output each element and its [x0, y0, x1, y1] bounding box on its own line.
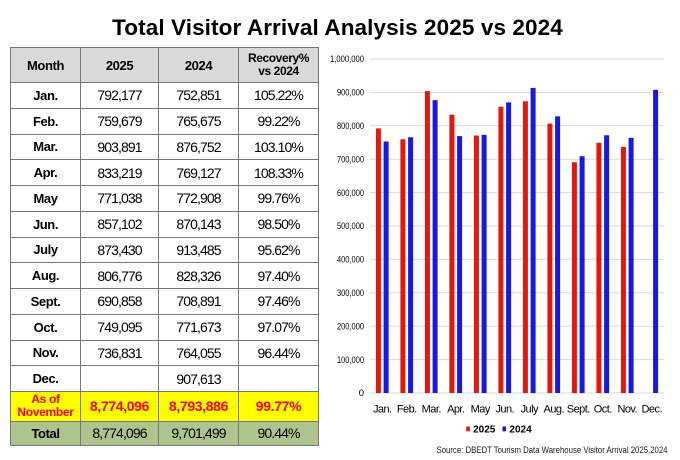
svg-text:Jun.: Jun.: [495, 404, 514, 416]
svg-text:Nov.: Nov.: [617, 404, 637, 416]
svg-text:Apr.: Apr.: [447, 404, 465, 416]
svg-text:2024: 2024: [509, 425, 532, 436]
svg-text:Jan.: Jan.: [373, 404, 392, 416]
svg-text:1,000,000: 1,000,000: [330, 54, 364, 65]
svg-text:900,000: 900,000: [337, 88, 364, 99]
svg-text:400,000: 400,000: [337, 255, 364, 266]
svg-text:Dec.: Dec.: [642, 404, 663, 416]
svg-text:0: 0: [359, 388, 364, 399]
svg-text:May: May: [471, 404, 491, 416]
svg-text:Aug.: Aug.: [544, 404, 565, 416]
svg-text:800,000: 800,000: [337, 121, 364, 132]
svg-text:Mar.: Mar.: [422, 404, 442, 416]
svg-text:700,000: 700,000: [337, 154, 364, 165]
svg-text:July: July: [521, 404, 539, 416]
svg-text:600,000: 600,000: [337, 188, 364, 199]
svg-text:Source: DBEDT Tourism Data War: Source: DBEDT Tourism Data Warehouse Vis…: [437, 445, 668, 455]
svg-text:Oct.: Oct.: [594, 404, 612, 416]
svg-text:2025: 2025: [473, 425, 496, 436]
svg-text:500,000: 500,000: [337, 221, 364, 232]
svg-text:Sept.: Sept.: [567, 404, 590, 416]
svg-text:100,000: 100,000: [337, 355, 364, 366]
svg-text:300,000: 300,000: [337, 288, 364, 299]
svg-text:200,000: 200,000: [337, 321, 364, 332]
svg-text:Feb.: Feb.: [397, 404, 417, 416]
